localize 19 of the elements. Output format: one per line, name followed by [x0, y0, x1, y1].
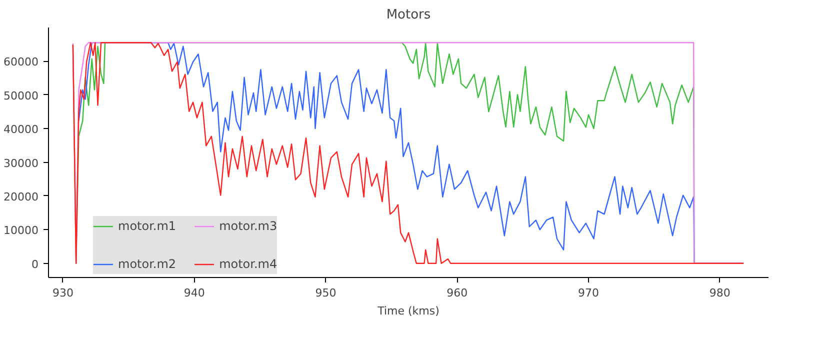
x-tick-label: 950 — [315, 286, 336, 300]
y-tick-label: 0 — [32, 258, 38, 271]
y-tick-label: 10000 — [4, 224, 39, 238]
x-tick-label: 980 — [709, 286, 730, 300]
y-tick-label: 30000 — [4, 156, 39, 170]
y-tick-label: 50000 — [4, 89, 39, 102]
legend-label: motor.m3 — [219, 219, 278, 233]
y-tick-label: 20000 — [4, 190, 39, 204]
x-tick-label: 970 — [578, 286, 599, 300]
y-tick-label: 60000 — [4, 56, 39, 69]
x-tick-label: 960 — [446, 286, 468, 300]
x-tick-label: 940 — [184, 286, 205, 300]
x-axis-title: Time (kms) — [376, 304, 440, 318]
legend-label: motor.m4 — [219, 257, 278, 271]
chart-title: Motors — [386, 8, 431, 22]
legend-label: motor.m1 — [118, 219, 176, 233]
x-tick-label: 930 — [52, 286, 74, 300]
y-tick-label: 40000 — [4, 123, 39, 136]
legend-label: motor.m2 — [118, 257, 176, 271]
